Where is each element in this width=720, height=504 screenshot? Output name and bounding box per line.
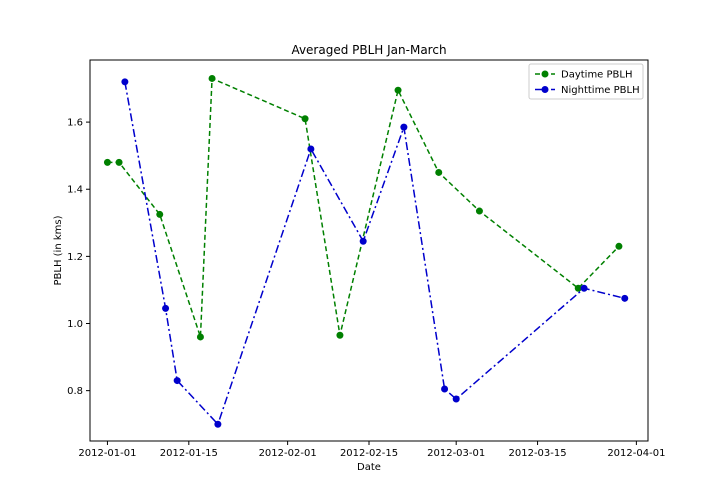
legend-marker-swatch [541,86,549,93]
chart-title: Averaged PBLH Jan-March [291,43,446,57]
data-point [400,123,408,131]
data-point [208,74,216,82]
x-axis-label: Date [357,462,381,473]
data-point [452,395,460,403]
data-point [301,115,309,123]
y-tick-label: 0.8 [67,386,83,397]
data-point [173,377,181,385]
x-tick-label: 2012-03-01 [427,448,485,459]
legend: Daytime PBLH Nighttime PBLH [528,63,644,100]
legend-marker-swatch [541,70,549,78]
data-point [156,210,164,218]
data-point [621,294,629,302]
plot-frame [89,59,649,442]
data-point [103,158,111,166]
series-line [107,77,620,338]
data-point [394,86,402,94]
series-nighttime [121,78,629,428]
data-point [475,207,483,215]
legend-box [528,63,644,100]
data-point [441,385,449,393]
x-tick-label: 2012-01-01 [78,448,136,459]
x-tick-label: 2012-02-15 [340,448,398,459]
y-tick-label: 1.0 [67,319,83,330]
data-point [574,284,582,292]
legend-item: Nighttime PBLH [535,85,640,96]
data-point [435,168,443,176]
x-tick-label: 2012-04-01 [607,448,665,459]
data-point [121,78,129,86]
data-point [162,304,170,312]
legend-item: Daytime PBLH [535,70,633,81]
data-point [214,420,222,428]
x-tick-label: 2012-02-01 [259,448,317,459]
legend-label: Daytime PBLH [561,70,633,81]
series-line [124,81,625,426]
x-tick-label: 2012-01-15 [160,448,218,459]
y-tick-label: 1.2 [67,252,83,263]
legend-label: Nighttime PBLH [561,85,640,96]
data-point [580,284,588,292]
data-point [615,242,623,250]
data-point [307,145,315,153]
data-point [336,331,344,339]
y-tick-label: 1.4 [67,185,83,196]
data-point [359,237,367,245]
data-point [115,158,123,166]
series-daytime [103,74,623,341]
y-axis-label: PBLH (in kms) [53,215,64,285]
data-point [196,333,204,341]
x-tick-label: 2012-03-15 [509,448,567,459]
y-tick-label: 1.6 [67,118,83,129]
